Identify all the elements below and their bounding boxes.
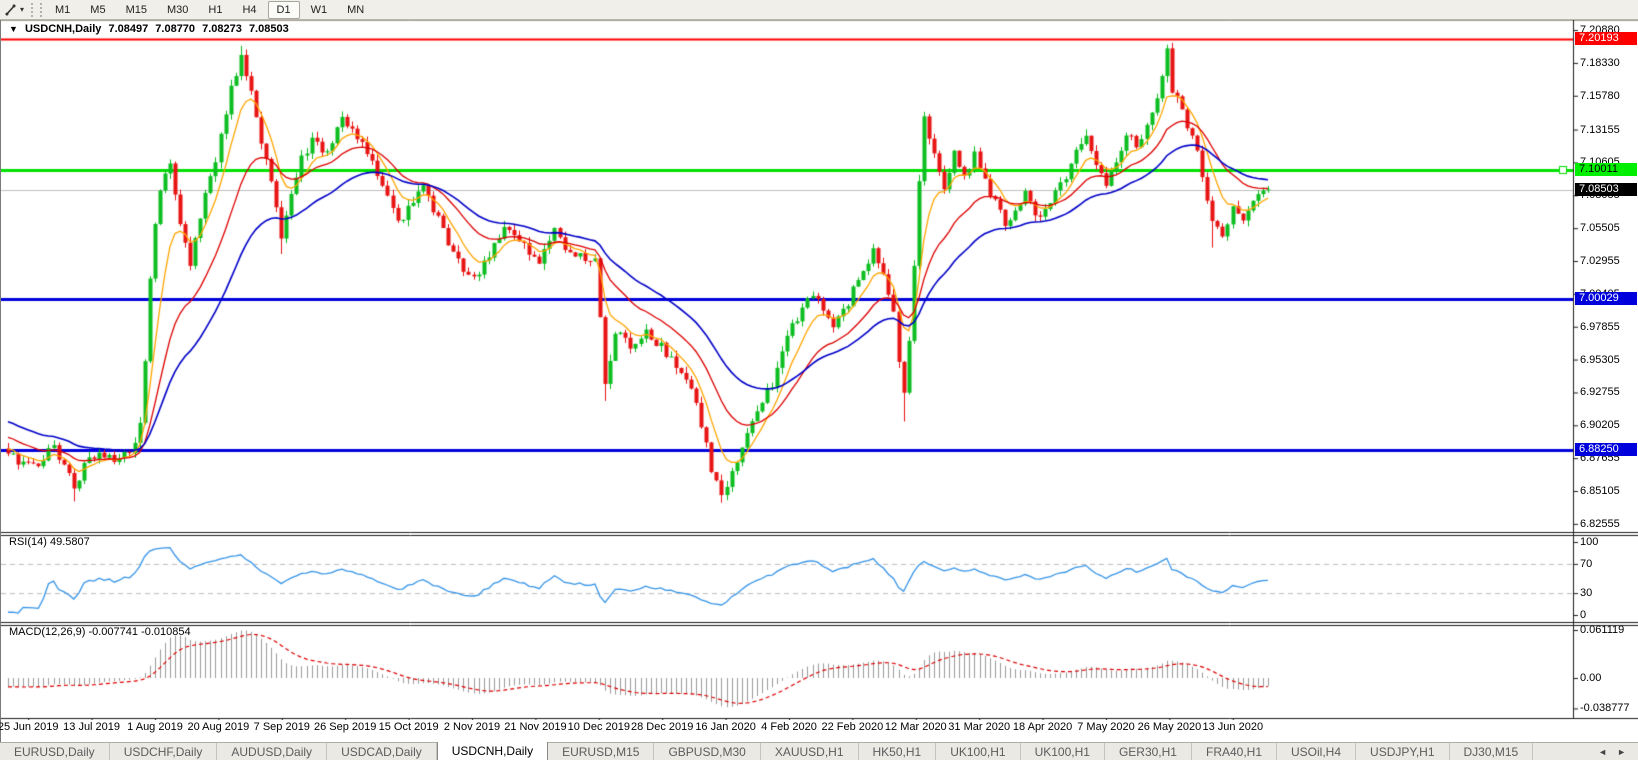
- price-axis-tick: 7.05505: [1580, 222, 1620, 235]
- tab-scroll-right-icon[interactable]: ►: [1617, 746, 1626, 757]
- chart-tab-hk50-h1[interactable]: HK50,H1: [859, 743, 937, 760]
- cursor-tool-icon[interactable]: [4, 3, 18, 17]
- macd-indicator-label: MACD(12,26,9) -0.007741 -0.010854: [9, 626, 191, 638]
- timeframe-button-m5[interactable]: M5: [90, 3, 106, 16]
- date-axis-label: 22 Feb 2020: [821, 721, 884, 733]
- chart-tab-uk100-h1[interactable]: UK100,H1: [1021, 743, 1105, 760]
- rsi-axis-tick: 30: [1580, 587, 1593, 600]
- chart-title: ▼ USDCNH,Daily 7.08497 7.08770 7.08273 7…: [9, 23, 293, 35]
- date-axis-label: 16 Jan 2020: [695, 721, 756, 733]
- date-axis-label: 1 Aug 2019: [127, 721, 183, 733]
- ohlc-high: 7.08770: [155, 23, 196, 35]
- date-axis-label: 7 May 2020: [1077, 721, 1135, 733]
- support-line-2-price-tag: 6.88250: [1575, 443, 1637, 457]
- rsi-axis-tick: 100: [1580, 536, 1599, 548]
- price-axis-tick: 7.15780: [1580, 89, 1620, 102]
- price-axis-tick: 6.85105: [1580, 485, 1620, 498]
- chart-tab-eurusd-m15[interactable]: EURUSD,M15: [548, 743, 655, 760]
- chart-tab-uk100-h1[interactable]: UK100,H1: [936, 743, 1021, 760]
- date-axis-label: 26 May 2020: [1137, 721, 1202, 733]
- ohlc-close: 7.08503: [248, 23, 289, 35]
- timeframe-button-m1[interactable]: M1: [55, 3, 71, 16]
- timeframe-button-m15[interactable]: M15: [125, 3, 147, 16]
- current-price-tag: 7.08503: [1575, 182, 1637, 196]
- price-axis-tick: 6.97855: [1580, 320, 1620, 333]
- macd-axis-tick: 0.061119: [1580, 624, 1625, 637]
- chart-tab-usdcad-daily[interactable]: USDCAD,Daily: [327, 743, 437, 760]
- price-axis-tick: 6.82555: [1580, 517, 1620, 530]
- timeframe-button-mn[interactable]: MN: [347, 3, 365, 16]
- timeframe-button-h4[interactable]: H4: [242, 3, 257, 16]
- chart-tab-fra40-h1[interactable]: FRA40,H1: [1192, 743, 1278, 760]
- date-axis-label: 26 Sep 2019: [313, 721, 377, 733]
- chart-tab-bar: EURUSD,Daily USDCHF,Daily AUDUSD,Daily USDC…: [0, 742, 1638, 760]
- date-axis-label: 13 Jul 2019: [63, 721, 121, 733]
- date-axis-label: 18 Apr 2020: [1012, 721, 1073, 733]
- rsi-axis-tick: 0: [1580, 609, 1587, 621]
- date-axis-label: 13 Jun 2020: [1202, 721, 1264, 733]
- toolbar-grip: [31, 2, 43, 17]
- ohlc-open: 7.08497: [108, 23, 149, 35]
- price-chart-canvas[interactable]: [1, 20, 1638, 720]
- date-axis-label: 21 Nov 2019: [504, 721, 567, 733]
- timeframe-toolbar: ▾ M1 M5 M15 M30 H1 H4 D1 W1 MN: [0, 0, 1638, 20]
- chart-tab-usdcnh-daily[interactable]: USDCNH,Daily: [436, 742, 549, 760]
- rsi-axis-tick: 70: [1580, 557, 1593, 570]
- price-axis-tick: 7.13155: [1580, 123, 1620, 136]
- ohlc-low: 7.08273: [202, 23, 242, 35]
- collapse-arrow-icon[interactable]: ▼: [9, 24, 18, 34]
- rsi-indicator-label: RSI(14) 49.5807: [9, 536, 90, 548]
- chevron-down-icon[interactable]: ▾: [20, 5, 25, 14]
- chart-symbol-label: USDCNH,Daily: [24, 23, 102, 35]
- price-axis-tick: 7.18330: [1580, 56, 1620, 69]
- macd-axis-tick: -0.038777: [1580, 702, 1630, 715]
- date-axis-label: 2 Nov 2019: [443, 721, 501, 733]
- date-axis-label: 7 Sep 2019: [253, 721, 310, 733]
- timeframe-button-h1[interactable]: H1: [208, 3, 223, 16]
- timeframe-button-d1[interactable]: D1: [267, 0, 300, 19]
- pivot-line-price-tag: 7.10011: [1575, 163, 1637, 177]
- price-axis-tick: 7.02955: [1580, 255, 1620, 268]
- chart-tab-usdjpy-h1[interactable]: USDJPY,H1: [1356, 743, 1450, 760]
- date-axis-label: 25 Jun 2019: [0, 721, 59, 733]
- date-axis-label: 28 Dec 2019: [630, 721, 694, 733]
- price-axis-tick: 6.92755: [1580, 386, 1620, 399]
- chart-window: ▼ USDCNH,Daily 7.08497 7.08770 7.08273 7…: [0, 20, 1638, 742]
- chart-tab-gbpusd-m30[interactable]: GBPUSD,M30: [654, 743, 761, 760]
- price-axis-tick: 6.95305: [1580, 353, 1620, 366]
- date-axis-label: 15 Oct 2019: [378, 721, 439, 733]
- date-axis-label: 20 Aug 2019: [187, 721, 250, 733]
- support-line-1-price-tag: 7.00029: [1575, 291, 1637, 305]
- chart-tab-xauusd-h1[interactable]: XAUUSD,H1: [761, 743, 859, 760]
- date-axis-label: 31 Mar 2020: [948, 721, 1011, 733]
- macd-axis-tick: 0.00: [1580, 672, 1602, 684]
- chart-tab-usoil-h4[interactable]: USOil,H4: [1277, 743, 1357, 760]
- date-axis-label: 12 Mar 2020: [884, 721, 947, 733]
- timeframe-button-m30[interactable]: M30: [166, 3, 189, 16]
- date-axis-label: 4 Feb 2020: [761, 721, 817, 733]
- tab-scroll-left-icon[interactable]: ◄: [1598, 746, 1608, 757]
- chart-tab-ger30-h1[interactable]: GER30,H1: [1105, 743, 1192, 760]
- chart-tab-dj30-m15[interactable]: DJ30,M15: [1450, 743, 1534, 760]
- chart-tab-audusd-daily[interactable]: AUDUSD,Daily: [217, 743, 328, 760]
- price-axis-tick: 6.90205: [1580, 419, 1620, 432]
- date-axis-label: 10 Dec 2019: [567, 721, 630, 733]
- timeframe-button-w1[interactable]: W1: [310, 3, 328, 16]
- resistance-line-price-tag: 7.20193: [1575, 31, 1637, 45]
- chart-tab-eurusd-daily[interactable]: EURUSD,Daily: [0, 743, 110, 760]
- chart-tab-usdchf-daily[interactable]: USDCHF,Daily: [110, 743, 218, 760]
